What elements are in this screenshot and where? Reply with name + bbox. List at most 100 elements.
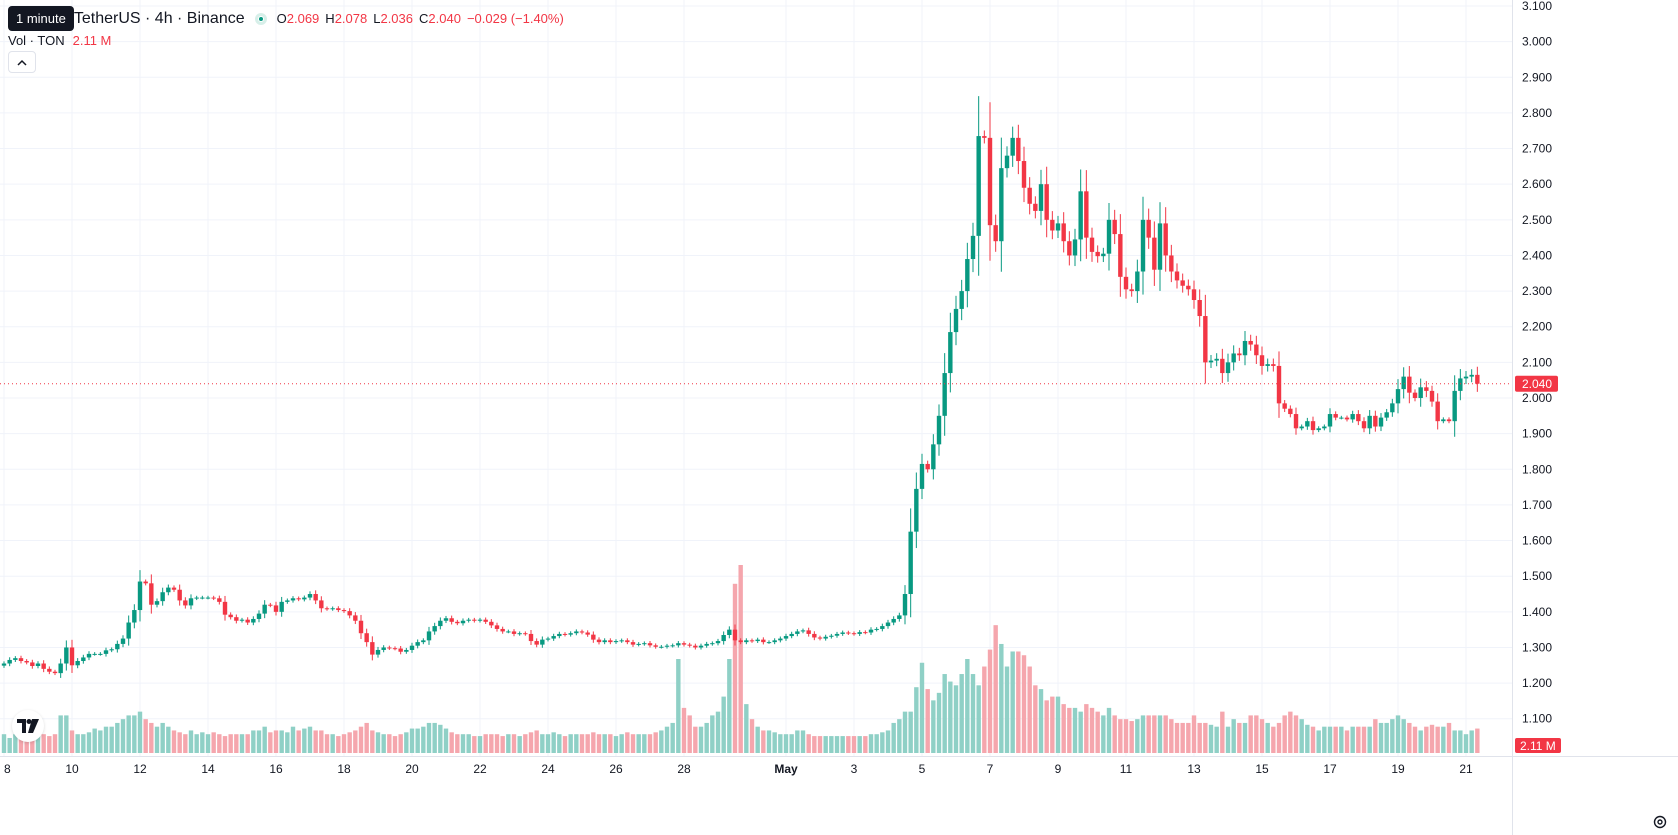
volume-bar — [766, 730, 772, 753]
open-label: O — [276, 11, 287, 26]
volume-bar — [370, 730, 375, 753]
collapse-legend-button[interactable] — [8, 51, 36, 73]
volume-legend[interactable]: Vol · TON 2.11 M — [8, 33, 111, 48]
candle-body — [664, 645, 670, 647]
tradingview-logo-icon[interactable] — [12, 710, 44, 742]
candle-body — [1248, 340, 1253, 345]
volume-bar — [1016, 651, 1021, 753]
candle-body — [1010, 137, 1015, 156]
gear-icon[interactable] — [1650, 812, 1670, 832]
candle-body — [279, 601, 284, 612]
volume-bar — [846, 736, 851, 753]
volume-label: Vol · TON — [8, 33, 65, 48]
price-tick-label: 2.500 — [1522, 213, 1552, 227]
candle-body — [1475, 374, 1480, 384]
volume-bar — [268, 732, 273, 753]
time-tick-label: 19 — [1391, 762, 1405, 776]
candle-body — [1027, 187, 1032, 204]
volume-bar — [1446, 722, 1452, 753]
time-tick-label: 7 — [987, 762, 994, 776]
volume-bar — [307, 726, 313, 753]
volume-bar — [806, 734, 811, 753]
volume-bar — [948, 681, 953, 753]
volume-bar — [1401, 719, 1406, 753]
candle-body — [766, 642, 772, 644]
volume-bar — [1475, 728, 1480, 753]
volume-bar — [489, 734, 494, 753]
volume-bar — [1129, 721, 1134, 753]
volume-bar — [336, 736, 341, 753]
volume-bar — [1214, 726, 1219, 753]
candle-body — [1378, 417, 1384, 427]
volume-bar — [1424, 726, 1429, 753]
candle-body — [1242, 340, 1248, 356]
volume-bar — [1055, 696, 1061, 753]
last-price-badge — [1515, 375, 1558, 392]
candle-body — [642, 643, 647, 645]
candle-body — [1169, 255, 1174, 272]
volume-bars — [1, 565, 1480, 753]
volume-bar — [1033, 685, 1038, 753]
candle-body — [568, 633, 573, 635]
low-label: L — [373, 11, 381, 26]
volume-bar — [1123, 719, 1129, 753]
volume-bar — [1435, 726, 1440, 753]
candle-body — [1356, 414, 1361, 422]
volume-bar — [1146, 715, 1151, 753]
volume-bar — [1259, 719, 1265, 753]
candle-body — [1418, 387, 1423, 399]
candle-body — [1186, 285, 1191, 290]
volume-bar — [551, 732, 556, 753]
volume-bar — [1322, 726, 1327, 753]
candle-body — [857, 632, 862, 634]
candle-body — [783, 636, 789, 639]
volume-bar — [392, 736, 398, 753]
candle-body — [222, 601, 228, 615]
volume-bar — [987, 649, 993, 753]
candle-body — [511, 631, 517, 634]
volume-bar — [1157, 715, 1163, 753]
volume-bar — [500, 736, 505, 753]
volume-bar — [1067, 707, 1072, 753]
candle-body — [228, 614, 233, 618]
candle-body — [109, 649, 114, 651]
volume-bar — [704, 722, 709, 753]
candle-body — [52, 671, 58, 674]
volume-bar — [874, 734, 879, 753]
candle-body — [948, 332, 953, 374]
volume-bar — [1367, 726, 1372, 753]
volume-bar — [171, 730, 177, 753]
volume-bar — [568, 734, 573, 753]
volume-bar — [387, 734, 392, 753]
candle-body — [1078, 191, 1083, 240]
volume-bar — [744, 704, 749, 753]
candle-body — [908, 531, 913, 595]
candle-body — [177, 589, 182, 601]
volume-bar — [1395, 715, 1401, 753]
candle-body — [1225, 362, 1231, 374]
volume-bar — [438, 724, 443, 753]
volume-bar — [64, 715, 69, 753]
volume-bar — [517, 736, 522, 753]
volume-bar — [976, 685, 981, 753]
candle-body — [834, 633, 840, 636]
candle-body — [500, 628, 505, 632]
price-tick-label: 1.600 — [1522, 534, 1552, 548]
volume-bar — [455, 734, 460, 753]
candle-body — [290, 598, 296, 601]
volume-bar — [1225, 726, 1231, 753]
candle-body — [1237, 353, 1242, 356]
volume-bar — [1135, 719, 1140, 753]
candle-body — [472, 619, 477, 621]
volume-bar — [681, 707, 687, 753]
volume-bar — [103, 726, 109, 753]
volume-bar — [251, 730, 256, 753]
symbol-legend[interactable]: 1 minute TetherUS · 4h · Binance O 2.069… — [8, 6, 564, 31]
volume-bar — [494, 734, 500, 753]
symbol-title[interactable]: TetherUS · 4h · Binance — [73, 9, 245, 27]
volume-bar — [1276, 722, 1282, 753]
volume-bar — [1339, 726, 1344, 753]
candle-body — [251, 618, 256, 623]
volume-bar — [829, 736, 834, 753]
